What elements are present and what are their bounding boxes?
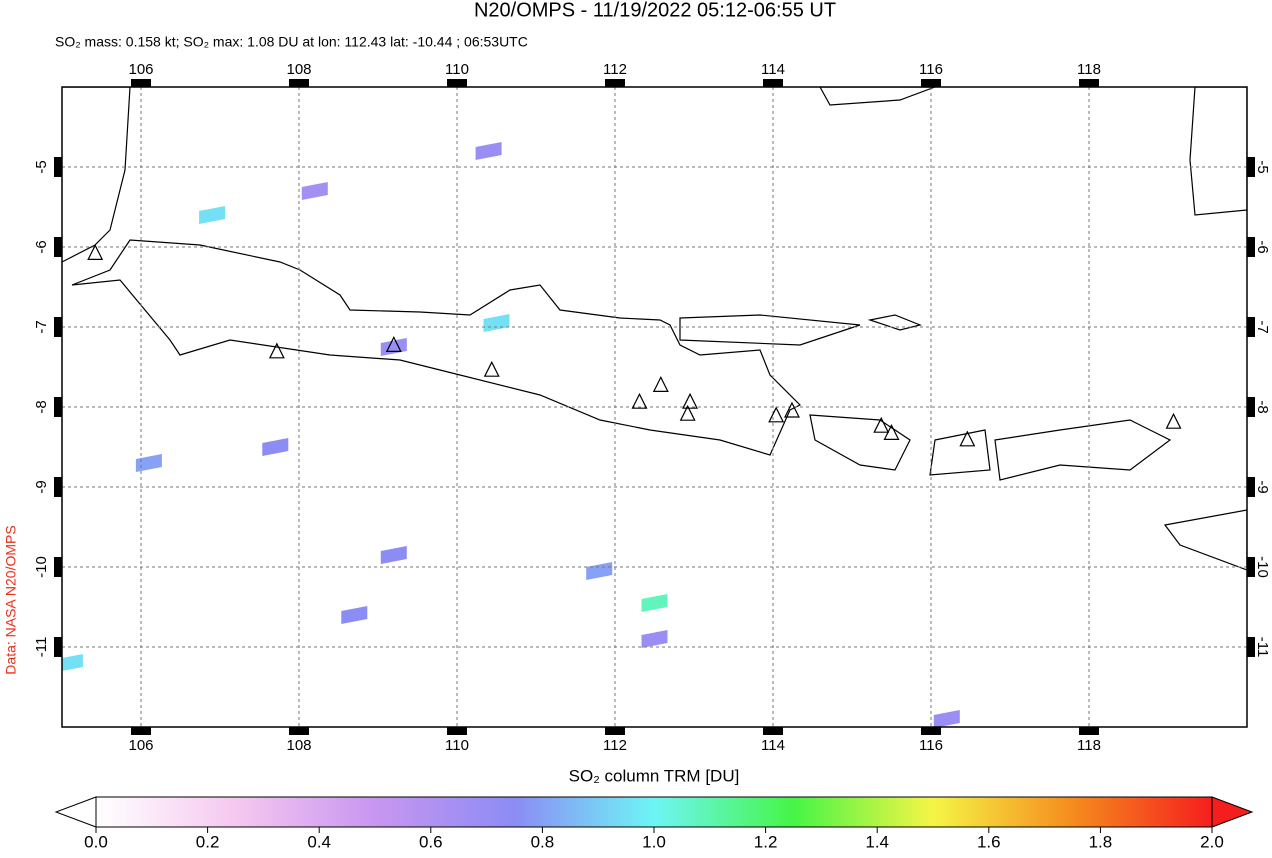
colorbar-tick-label: 1.4 xyxy=(865,832,889,851)
coast-java xyxy=(71,239,802,456)
so2-pixel xyxy=(380,546,407,564)
volcano-marker xyxy=(682,392,699,409)
subtitle: SO₂ mass: 0.158 kt; SO₂ max: 1.08 DU at … xyxy=(55,34,528,50)
colorbar-over-arrow xyxy=(1211,796,1254,828)
x-tick-label: 116 xyxy=(919,737,943,754)
colorbar xyxy=(54,796,1254,833)
volcano-marker xyxy=(631,392,648,409)
y-tick-label: -7 xyxy=(1254,320,1271,333)
colorbar-tick-label: 0.6 xyxy=(419,832,443,851)
volcano-marker xyxy=(679,404,696,421)
y-tick-label: -10 xyxy=(33,556,50,578)
volcano-marker xyxy=(87,244,104,260)
colorbar-tick-label: 1.2 xyxy=(754,832,778,851)
colorbar-tick-label: 0.0 xyxy=(84,832,108,851)
y-tick-label: -11 xyxy=(1254,637,1271,658)
map-area xyxy=(62,87,1247,727)
y-tick-label: -6 xyxy=(33,240,50,253)
y-tick-label: -9 xyxy=(33,480,50,493)
x-tick-label: 106 xyxy=(128,737,153,754)
volcano-marker xyxy=(783,401,800,418)
coast-sumatra xyxy=(62,87,131,263)
x-tick-label: 112 xyxy=(603,737,627,754)
y-tick-label: -6 xyxy=(1254,240,1271,253)
colorbar-tick-label: 0.8 xyxy=(531,832,555,851)
y-tick-label: -8 xyxy=(1254,400,1271,413)
x-tick-label: 110 xyxy=(445,737,469,754)
so2-pixel xyxy=(641,594,668,612)
x-tick-label: 118 xyxy=(1077,61,1101,78)
x-tick-label: 110 xyxy=(445,61,469,78)
x-tick-label: 106 xyxy=(128,61,153,78)
y-tick-label: -10 xyxy=(1254,556,1271,578)
x-tick-label: 114 xyxy=(761,737,785,754)
colorbar-under-arrow xyxy=(54,796,97,828)
side-label: Data: NASA N20/OMPS xyxy=(3,525,19,674)
volcano-marker xyxy=(768,406,785,423)
y-tick-label: -9 xyxy=(1254,480,1271,493)
x-tick-label: 114 xyxy=(761,61,785,78)
x-tick-label: 116 xyxy=(919,61,943,78)
x-tick-label: 118 xyxy=(1077,737,1101,754)
y-tick-label: -7 xyxy=(33,320,50,333)
y-tick-label: -5 xyxy=(1254,160,1271,173)
coast-sumbawa xyxy=(994,419,1172,481)
pixel-layer xyxy=(62,142,960,727)
volcano-marker xyxy=(1165,412,1182,429)
so2-pixel xyxy=(135,454,162,472)
so2-pixel xyxy=(301,182,328,200)
coast-flores xyxy=(1163,509,1247,571)
colorbar-tick-label: 1.0 xyxy=(642,832,666,851)
x-tick-label: 108 xyxy=(286,61,311,78)
so2-pixel xyxy=(475,142,502,160)
colorbar-tick-label: 1.6 xyxy=(977,832,1001,851)
so2-pixel xyxy=(933,710,960,727)
colorbar-tick-label: 0.2 xyxy=(196,832,220,851)
coast-borneo xyxy=(819,87,936,106)
so2-pixel xyxy=(641,630,668,648)
volcano-marker xyxy=(959,430,976,447)
x-tick-label: 112 xyxy=(603,61,627,78)
y-tick-label: -11 xyxy=(33,637,50,658)
volcano-marker xyxy=(268,342,285,359)
chart-title: N20/OMPS - 11/19/2022 05:12-06:55 UT xyxy=(474,0,836,21)
colorbar-tick-label: 1.8 xyxy=(1089,832,1113,851)
volcano-marker xyxy=(873,416,890,433)
grid-layer xyxy=(54,79,1255,735)
volcano-marker xyxy=(483,360,500,377)
coast-sulawesi xyxy=(1189,87,1247,216)
so2-pixel xyxy=(199,206,226,224)
colorbar-bar xyxy=(95,796,1213,828)
y-tick-label: -5 xyxy=(33,160,50,173)
colorbar-label: SO₂ column TRM [DU] xyxy=(569,766,740,785)
volcano-marker xyxy=(883,424,900,440)
volcano-layer xyxy=(87,244,1182,447)
colorbar-tick-label: 0.4 xyxy=(307,832,331,851)
so2-pixel xyxy=(341,606,368,624)
colorbar-tick-label: 2.0 xyxy=(1200,832,1224,851)
so2-pixel xyxy=(262,438,289,456)
volcano-marker xyxy=(652,376,669,392)
x-tick-label: 108 xyxy=(286,737,311,754)
coast-madura xyxy=(679,314,861,346)
so2-pixel xyxy=(62,654,83,672)
map-frame xyxy=(61,86,1248,728)
y-tick-label: -8 xyxy=(33,400,50,413)
volcano-marker xyxy=(385,336,402,352)
